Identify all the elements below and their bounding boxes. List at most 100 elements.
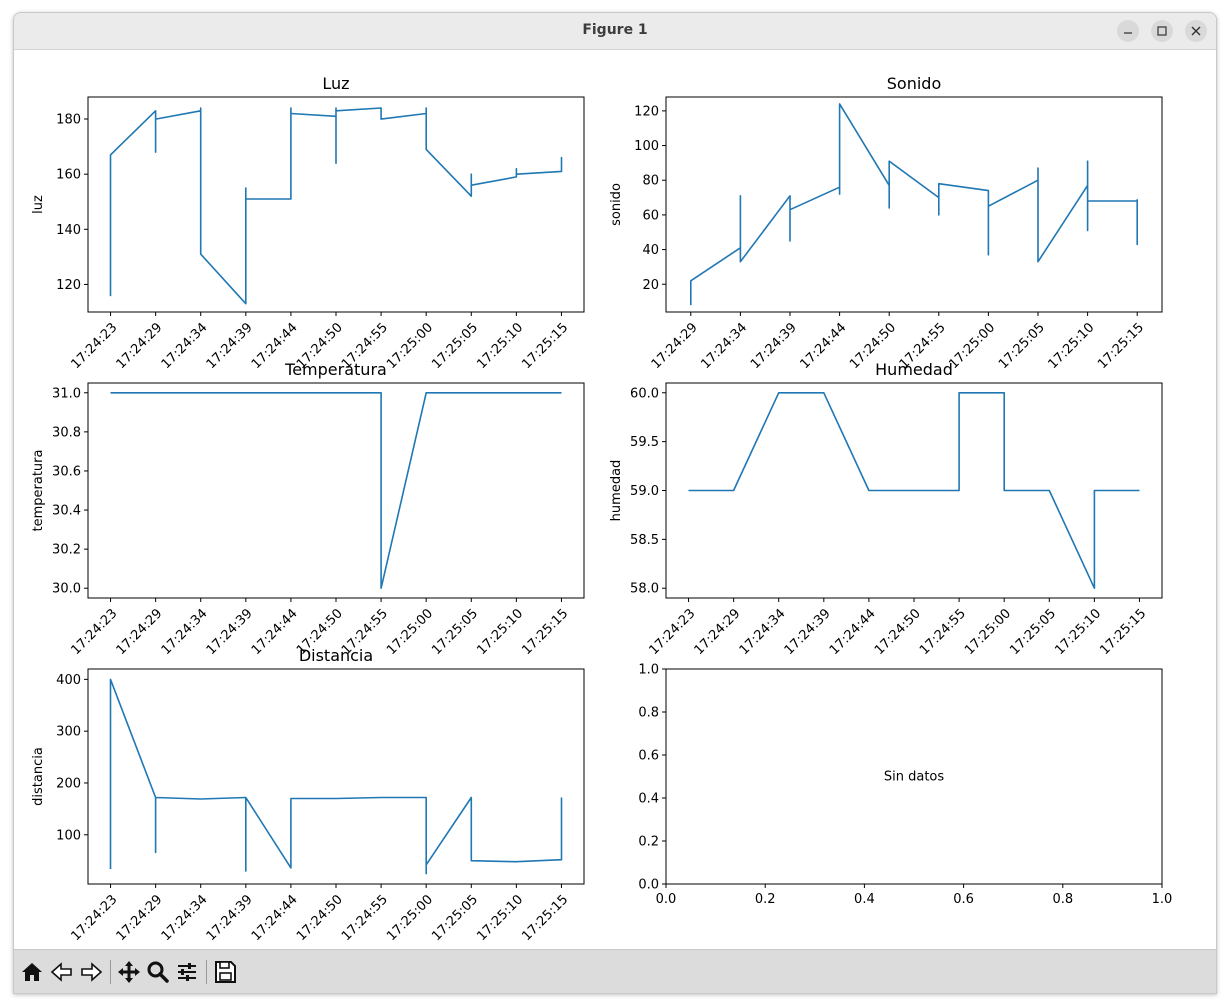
x-tick-label: 17:24:50 <box>872 606 924 658</box>
y-tick-label: 58.0 <box>630 582 659 597</box>
configure-subplots-button[interactable] <box>174 959 200 985</box>
series-line <box>109 107 563 305</box>
x-tick-label: 17:24:23 <box>68 320 120 372</box>
y-tick-label: 59.5 <box>630 435 659 450</box>
x-tick-label: 17:24:39 <box>748 320 800 372</box>
home-icon <box>22 963 42 981</box>
series-line <box>109 678 563 875</box>
configure-icon <box>178 963 196 981</box>
chart-title: Sonido <box>887 74 941 93</box>
maximize-button[interactable] <box>1151 20 1173 42</box>
no-data-annotation: Sin datos <box>884 770 945 785</box>
y-axis-label: humedad <box>609 460 624 522</box>
zoom-button[interactable] <box>145 959 171 985</box>
x-tick-label: 17:25:10 <box>1046 320 1098 372</box>
close-button[interactable] <box>1185 20 1207 42</box>
x-tick-label: 17:24:44 <box>249 606 301 658</box>
y-tick-label: 0.4 <box>638 792 659 807</box>
chart-title: Temperatura <box>284 360 387 379</box>
x-tick-label: 17:24:34 <box>159 320 211 372</box>
y-tick-label: 59.0 <box>630 484 659 499</box>
save-icon <box>215 961 236 983</box>
y-tick-label: 100 <box>634 139 659 154</box>
y-tick-label: 0.0 <box>638 878 659 893</box>
plot-area <box>87 668 585 885</box>
minimize-button[interactable] <box>1117 20 1139 42</box>
back-icon <box>50 962 72 982</box>
x-tick-label: 17:25:05 <box>429 892 481 944</box>
zoom-icon <box>147 961 169 983</box>
x-tick-label: 17:24:44 <box>249 892 301 944</box>
forward-button[interactable] <box>78 959 104 985</box>
x-tick-label: 17:24:23 <box>68 892 120 944</box>
y-tick-label: 0.6 <box>638 749 659 764</box>
series-line <box>110 391 562 590</box>
subplot-2 <box>662 96 1163 316</box>
y-tick-label: 300 <box>56 725 81 740</box>
x-tick-label: 0.8 <box>1052 892 1073 907</box>
figure-canvas: Luz luz 120 140 160 180 17:24:23 17:24:29 17:24:… <box>14 50 1216 949</box>
x-tick-label: 17:24:34 <box>698 320 750 372</box>
y-tick-label: 58.5 <box>630 533 659 548</box>
x-tick-label: 1.0 <box>1152 892 1173 907</box>
x-tick-label: 17:25:15 <box>519 606 571 658</box>
y-tick-label: 0.2 <box>638 835 659 850</box>
figure-svg: Luzluz12014016018017:24:2317:24:2917:24:… <box>31 74 1173 944</box>
x-tick-label: 17:24:29 <box>692 606 744 658</box>
forward-icon <box>81 962 103 982</box>
y-tick-label: 30.0 <box>52 582 81 597</box>
y-tick-label: 60.0 <box>630 386 659 401</box>
home-button[interactable] <box>19 959 45 985</box>
y-tick-label: 120 <box>56 278 81 293</box>
y-tick-label: 30.4 <box>52 504 81 519</box>
x-tick-label: 17:25:00 <box>384 606 436 658</box>
x-tick-label: 17:24:29 <box>114 320 166 372</box>
y-tick-label: 30.8 <box>52 425 81 440</box>
y-tick-label: 1.0 <box>638 663 659 678</box>
x-tick-label: 17:24:23 <box>646 606 698 658</box>
window-title: Figure 1 <box>582 22 648 38</box>
x-tick-label: 17:25:05 <box>996 320 1048 372</box>
x-tick-label: 17:24:55 <box>339 892 391 944</box>
x-tick-label: 0.6 <box>953 892 974 907</box>
x-tick-label: 0.0 <box>656 892 677 907</box>
y-tick-label: 400 <box>56 673 81 688</box>
y-tick-label: 30.2 <box>52 543 81 558</box>
x-tick-label: 17:25:00 <box>384 892 436 944</box>
y-tick-label: 200 <box>56 776 81 791</box>
x-tick-label: 17:25:00 <box>384 320 436 372</box>
y-axis-label: distancia <box>31 747 46 806</box>
x-tick-label: 17:24:39 <box>782 606 834 658</box>
x-tick-label: 17:25:15 <box>1095 320 1147 372</box>
y-tick-label: 60 <box>642 208 659 223</box>
series-line <box>688 391 1140 590</box>
x-tick-label: 17:25:00 <box>962 606 1014 658</box>
save-button[interactable] <box>212 959 238 985</box>
chart-title: Distancia <box>299 646 373 665</box>
x-tick-label: 17:25:10 <box>1052 606 1104 658</box>
x-tick-label: 17:25:10 <box>474 892 526 944</box>
x-tick-label: 17:24:39 <box>204 606 256 658</box>
x-tick-label: 17:25:05 <box>429 606 481 658</box>
subplot-4 <box>662 382 1163 602</box>
y-axis-label: luz <box>31 195 46 214</box>
x-tick-label: 0.2 <box>755 892 776 907</box>
x-tick-label: 17:25:15 <box>519 892 571 944</box>
pan-button[interactable] <box>116 959 142 985</box>
x-tick-label: 17:25:10 <box>474 606 526 658</box>
title-bar: Figure 1 <box>14 13 1216 50</box>
y-tick-label: 180 <box>56 113 81 128</box>
back-button[interactable] <box>49 959 75 985</box>
y-tick-label: 160 <box>56 168 81 183</box>
x-tick-label: 17:24:44 <box>798 320 850 372</box>
y-tick-label: 140 <box>56 223 81 238</box>
x-tick-label: 17:25:15 <box>1097 606 1149 658</box>
x-tick-label: 17:24:29 <box>114 606 166 658</box>
plot-area <box>665 96 1163 313</box>
chart-title: Humedad <box>875 360 953 379</box>
x-tick-label: 17:25:05 <box>429 320 481 372</box>
subplot-1 <box>84 96 585 316</box>
x-tick-label: 17:24:23 <box>68 606 120 658</box>
x-tick-label: 17:25:00 <box>946 320 998 372</box>
x-tick-label: 17:24:39 <box>204 320 256 372</box>
